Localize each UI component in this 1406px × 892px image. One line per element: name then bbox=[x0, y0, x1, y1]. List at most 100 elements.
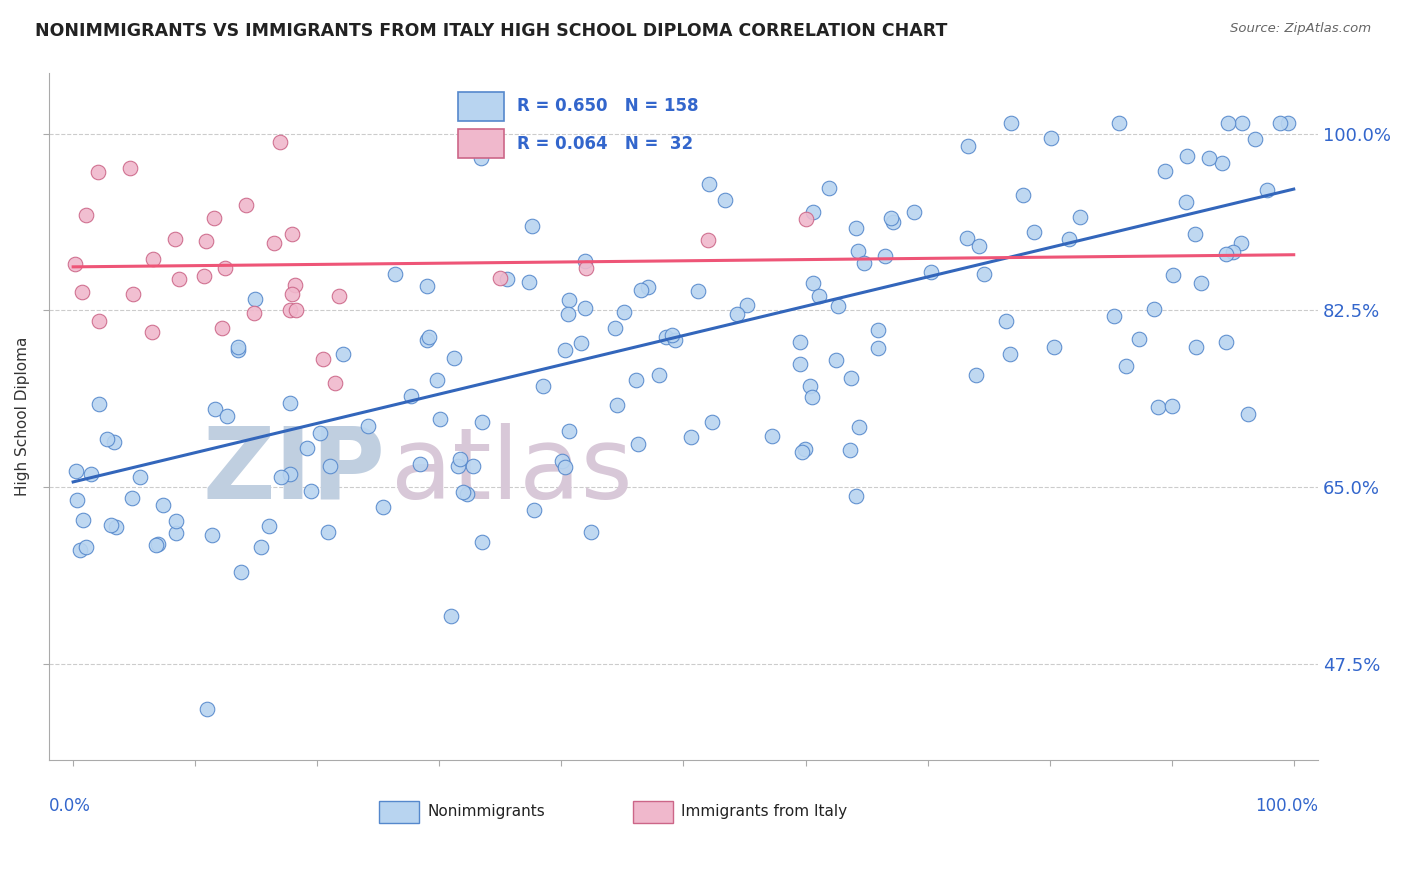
Point bbox=[818, 181, 841, 195]
Point bbox=[1244, 131, 1267, 145]
Point bbox=[1237, 407, 1260, 421]
Point bbox=[152, 498, 174, 512]
Point bbox=[520, 219, 543, 233]
Point bbox=[226, 343, 249, 357]
Point bbox=[299, 483, 322, 498]
Point bbox=[70, 285, 93, 300]
Point bbox=[686, 285, 709, 299]
Point bbox=[1108, 116, 1130, 130]
Point bbox=[118, 161, 141, 176]
Point bbox=[1268, 116, 1291, 130]
Point bbox=[846, 244, 869, 258]
Point bbox=[1128, 332, 1150, 346]
Point bbox=[995, 314, 1018, 328]
Point bbox=[998, 347, 1021, 361]
Point bbox=[558, 293, 581, 307]
Point bbox=[579, 525, 602, 540]
Point bbox=[868, 323, 890, 337]
Point bbox=[65, 464, 87, 478]
Point bbox=[1146, 400, 1168, 414]
Point bbox=[281, 227, 304, 241]
Point bbox=[440, 609, 463, 624]
Point bbox=[357, 419, 380, 434]
Point bbox=[456, 487, 478, 501]
Point bbox=[603, 320, 626, 334]
Point bbox=[794, 211, 817, 226]
Point bbox=[1043, 339, 1066, 353]
Point bbox=[627, 437, 650, 451]
Point bbox=[496, 272, 519, 286]
Point bbox=[761, 429, 783, 443]
Point bbox=[319, 459, 342, 474]
Point bbox=[217, 409, 239, 424]
Point bbox=[121, 491, 143, 505]
Point bbox=[956, 231, 979, 245]
Point bbox=[824, 353, 846, 368]
Point bbox=[169, 272, 191, 286]
Point bbox=[103, 434, 125, 449]
Point bbox=[557, 425, 579, 439]
Point bbox=[1115, 359, 1137, 374]
Point bbox=[626, 373, 648, 387]
Point bbox=[880, 211, 903, 225]
Point bbox=[838, 442, 860, 457]
Point bbox=[523, 502, 546, 516]
Point bbox=[794, 442, 817, 456]
Point bbox=[193, 268, 215, 283]
Point bbox=[1039, 131, 1062, 145]
Point bbox=[654, 330, 676, 344]
Point bbox=[839, 370, 862, 384]
Point bbox=[969, 239, 991, 253]
Point bbox=[311, 351, 333, 366]
Point bbox=[807, 289, 830, 303]
Point bbox=[792, 445, 814, 459]
Point bbox=[194, 235, 217, 249]
Text: 100.0%: 100.0% bbox=[1256, 797, 1319, 815]
Point bbox=[121, 286, 143, 301]
Point bbox=[259, 519, 281, 533]
Point bbox=[696, 233, 718, 247]
Point bbox=[142, 252, 165, 267]
Point bbox=[214, 260, 236, 275]
Point bbox=[66, 492, 89, 507]
Point bbox=[100, 517, 122, 532]
Text: Nonimmigrants: Nonimmigrants bbox=[427, 804, 544, 819]
Point bbox=[630, 283, 652, 297]
Point bbox=[284, 302, 307, 317]
Point bbox=[1189, 276, 1212, 290]
Point bbox=[789, 334, 811, 349]
Point bbox=[1161, 268, 1184, 283]
Text: Source: ZipAtlas.com: Source: ZipAtlas.com bbox=[1230, 22, 1371, 36]
Point bbox=[323, 376, 346, 390]
Point bbox=[875, 249, 897, 263]
Point bbox=[1174, 195, 1197, 210]
Point bbox=[1000, 116, 1022, 130]
Bar bbox=[633, 802, 673, 823]
Point bbox=[250, 540, 273, 554]
Point bbox=[269, 135, 291, 149]
Point bbox=[574, 301, 596, 315]
Point bbox=[166, 514, 188, 528]
Text: 0.0%: 0.0% bbox=[49, 797, 90, 815]
Point bbox=[713, 193, 735, 207]
Point bbox=[681, 430, 703, 444]
Point bbox=[1154, 164, 1177, 178]
Point bbox=[956, 139, 979, 153]
Point bbox=[1175, 149, 1198, 163]
Point bbox=[531, 378, 554, 392]
Point bbox=[451, 484, 474, 499]
Point bbox=[401, 389, 423, 403]
Point bbox=[145, 538, 167, 552]
Point bbox=[69, 542, 91, 557]
Point bbox=[557, 307, 579, 321]
Point bbox=[965, 368, 987, 382]
Point bbox=[204, 401, 226, 416]
Point bbox=[1230, 116, 1253, 130]
Point bbox=[426, 373, 449, 387]
Point bbox=[195, 702, 218, 716]
Point bbox=[1142, 302, 1164, 317]
Point bbox=[882, 215, 904, 229]
Point bbox=[87, 396, 110, 410]
Point bbox=[903, 205, 925, 219]
Point bbox=[87, 314, 110, 328]
